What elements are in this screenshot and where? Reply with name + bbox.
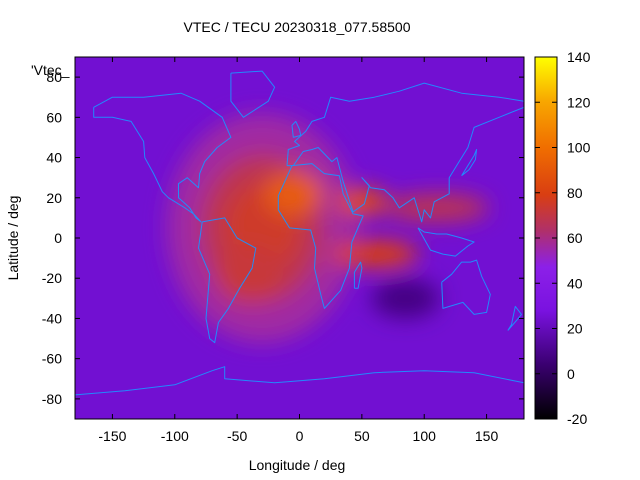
coastline-greenland: [230, 70, 276, 118]
x-tick-label: -150: [98, 428, 126, 444]
coastline-eurasia: [286, 82, 524, 223]
coastline-new-zealand: [507, 305, 522, 331]
colorbar-tick-label: 60: [567, 230, 583, 246]
y-tick-label: -20: [42, 270, 62, 286]
vtec-enhancement-region: [263, 171, 324, 216]
x-tick-label: 50: [354, 428, 370, 444]
vtec-enhancement-region: [335, 187, 388, 216]
y-tick-label: 60: [46, 109, 62, 125]
y-axis-label: Latitude / deg: [5, 196, 21, 281]
chart-title: VTEC / TECU 20230318_077.58500: [183, 19, 410, 35]
colorbar-tick-label: 20: [567, 321, 583, 337]
y-tick-label: -60: [42, 351, 62, 367]
x-tick-label: -100: [161, 428, 189, 444]
colorbar-tick-label: 100: [567, 140, 591, 156]
y-tick-label: 0: [54, 230, 62, 246]
vtec-heat-layer: [167, 112, 489, 343]
vtec-enhancement-region: [384, 193, 489, 222]
coastline-uk: [291, 120, 302, 138]
coastline-antarctica: [75, 366, 524, 396]
vtec-enhancement-region: [215, 244, 284, 305]
x-tick-label: 150: [475, 428, 499, 444]
x-tick-label: 100: [413, 428, 437, 444]
plot-area: [74, 56, 525, 420]
colorbar-tick-label: 0: [567, 366, 575, 382]
coastline-south-america: [198, 217, 257, 344]
colorbar-ticks: -20 0 20 40 60 80 100 120 140: [535, 49, 591, 427]
y-axis-ticks: -80 -60 -40 -20 0 20 40 60 80: [42, 69, 524, 407]
colorbar-tick-label: 80: [567, 185, 583, 201]
coastline-australia: [441, 259, 491, 315]
y-tick-label: 20: [46, 190, 62, 206]
x-tick-label: -50: [227, 428, 247, 444]
x-axis-ticks: -150 -100 -50 0 50 100 150: [98, 57, 498, 444]
colorbar-tick-label: 140: [567, 49, 591, 65]
x-axis-label: Longitude / deg: [249, 457, 346, 473]
colorbar-tick-label: 120: [567, 94, 591, 110]
coastline-north-america: [93, 92, 232, 223]
colorbar: -20 0 20 40 60 80 100 120 140: [534, 49, 591, 427]
coastline-africa: [277, 163, 364, 309]
coastline-madagascar: [353, 261, 363, 289]
vtec-enhancement-region: [330, 240, 419, 269]
coastline-indonesia: [417, 227, 475, 257]
y-tick-label: 80: [46, 69, 62, 85]
x-tick-label: 0: [296, 428, 304, 444]
coastline-japan: [461, 149, 478, 177]
colorbar-tick-label: -20: [567, 411, 587, 427]
coastline-layer: [75, 70, 524, 396]
y-tick-label: 40: [46, 150, 62, 166]
colorbar-tick-label: 40: [567, 275, 583, 291]
y-tick-label: -40: [42, 310, 62, 326]
vtec-depletion-region: [371, 278, 440, 319]
y-tick-label: -80: [42, 391, 62, 407]
legend-label: 'Vtec_: [31, 62, 70, 78]
